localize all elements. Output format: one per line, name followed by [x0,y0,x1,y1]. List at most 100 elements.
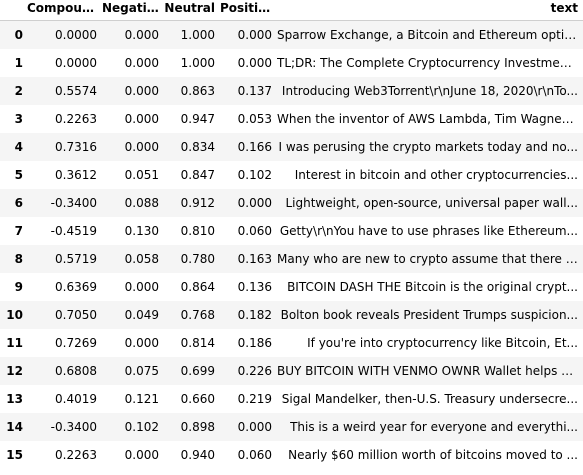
cell-text: Introducing Web3Torrent\r\nJune 18, 2020… [281,84,578,98]
row-index: 3 [14,112,23,126]
cell-neutral: 1.000 [180,28,215,42]
cell-neutral: 0.940 [180,448,215,462]
row-index: 13 [6,392,23,406]
cell-text: Nearly $60 million worth of bitcoins mov… [288,448,578,462]
table-row: 1 0.0000 0.000 1.000 0.000 TL;DR: The Complet… [0,49,583,77]
table-row: 4 0.7316 0.000 0.834 0.166 I was perusing the… [0,133,583,161]
table-row: 5 0.3612 0.051 0.847 0.102 Interest in bitcoi… [0,161,583,189]
cell-compound: 0.5719 [55,252,97,266]
cell-positive: 0.137 [237,84,272,98]
cell-compound: 0.7050 [55,308,97,322]
cell-text: Many who are new to crypto assume that t… [277,252,583,266]
cell-negative: 0.000 [124,280,159,294]
cell-neutral: 0.834 [180,140,215,154]
cell-compound: 0.7269 [55,336,97,350]
cell-negative: 0.075 [124,364,159,378]
cell-neutral: 0.768 [180,308,215,322]
cell-neutral: 0.912 [180,196,215,210]
table-row: 0 0.0000 0.000 1.000 0.000 Sparrow Exchange, … [0,20,583,49]
table-body: 0 0.0000 0.000 1.000 0.000 Sparrow Exchange, … [0,20,583,469]
cell-positive: 0.226 [237,364,272,378]
cell-text: This is a weird year for everyone and ev… [290,420,578,434]
cell-compound: 0.2263 [55,112,97,126]
row-index: 1 [14,56,23,70]
cell-neutral: 0.814 [180,336,215,350]
cell-negative: 0.088 [124,196,159,210]
row-index: 15 [6,448,23,462]
row-index: 14 [6,420,23,434]
row-index: 12 [6,364,23,378]
cell-text: Sigal Mandelker, then-U.S. Treasury unde… [281,392,578,406]
cell-negative: 0.000 [124,28,159,42]
cell-text: BITCOIN DASH THE Bitcoin is the original… [287,280,578,294]
cell-neutral: 0.699 [180,364,215,378]
cell-compound: 0.0000 [55,28,97,42]
cell-positive: 0.102 [237,168,272,182]
cell-negative: 0.000 [124,140,159,154]
cell-neutral: 0.947 [180,112,215,126]
cell-compound: 0.7316 [55,140,97,154]
cell-neutral: 1.000 [180,56,215,70]
row-index: 5 [14,168,23,182]
cell-compound: 0.2263 [55,448,97,462]
cell-compound: -0.3400 [50,196,97,210]
cell-negative: 0.058 [124,252,159,266]
cell-positive: 0.163 [237,252,272,266]
cell-text: Lightweight, open-source, universal pape… [285,196,578,210]
row-index: 10 [6,308,23,322]
cell-compound: 0.6808 [55,364,97,378]
cell-positive: 0.053 [237,112,272,126]
row-index: 7 [14,224,23,238]
cell-positive: 0.182 [237,308,272,322]
cell-text: When the inventor of AWS Lambda, Tim Wag… [277,112,583,126]
row-index: 6 [14,196,23,210]
header-compound: Compound [27,0,102,21]
cell-negative: 0.051 [124,168,159,182]
row-index: 11 [6,336,23,350]
cell-positive: 0.000 [237,56,272,70]
table-row: 15 0.2263 0.000 0.940 0.060 Nearly $60 millio… [0,441,583,469]
cell-neutral: 0.898 [180,420,215,434]
cell-neutral: 0.810 [180,224,215,238]
row-index: 0 [14,28,23,42]
table-row: 12 0.6808 0.075 0.699 0.226 BUY BITCOIN WITH … [0,357,583,385]
cell-compound: -0.4519 [50,224,97,238]
cell-text: Getty\r\nYou have to use phrases like Et… [279,224,578,238]
table-row: 3 0.2263 0.000 0.947 0.053 When the inventor … [0,105,583,133]
cell-compound: 0.4019 [55,392,97,406]
header-negative: Negative [102,0,164,21]
cell-text: TL;DR: The Complete Cryptocurrency Inves… [277,56,583,70]
cell-neutral: 0.864 [180,280,215,294]
table-header: Compound Negative Neutral Positive text [0,0,583,21]
cell-text: Bolton book reveals President Trumps sus… [280,308,578,322]
cell-text: Interest in bitcoin and other cryptocurr… [294,168,578,182]
cell-positive: 0.000 [237,28,272,42]
cell-text: Sparrow Exchange, a Bitcoin and Ethereum… [277,28,583,42]
cell-positive: 0.000 [237,420,272,434]
table-row: 13 0.4019 0.121 0.660 0.219 Sigal Mandelker, … [0,385,583,413]
row-index: 9 [14,280,23,294]
cell-positive: 0.219 [237,392,272,406]
cell-negative: 0.000 [124,448,159,462]
cell-negative: 0.121 [124,392,159,406]
header-text: text [277,0,583,21]
header-neutral: Neutral [164,0,220,21]
cell-neutral: 0.780 [180,252,215,266]
cell-positive: 0.060 [237,224,272,238]
row-index: 2 [14,84,23,98]
row-index: 4 [14,140,23,154]
cell-negative: 0.000 [124,112,159,126]
cell-positive: 0.186 [237,336,272,350]
cell-positive: 0.000 [237,196,272,210]
cell-positive: 0.136 [237,280,272,294]
cell-compound: -0.3400 [50,420,97,434]
cell-text: If you're into cryptocurrency like Bitco… [307,336,578,350]
row-index: 8 [14,252,23,266]
table-row: 7 -0.4519 0.130 0.810 0.060 Getty\r\nYou have… [0,217,583,245]
header-index [0,0,27,21]
cell-neutral: 0.660 [180,392,215,406]
cell-negative: 0.000 [124,56,159,70]
table-row: 11 0.7269 0.000 0.814 0.186 If you're into cr… [0,329,583,357]
cell-positive: 0.060 [237,448,272,462]
